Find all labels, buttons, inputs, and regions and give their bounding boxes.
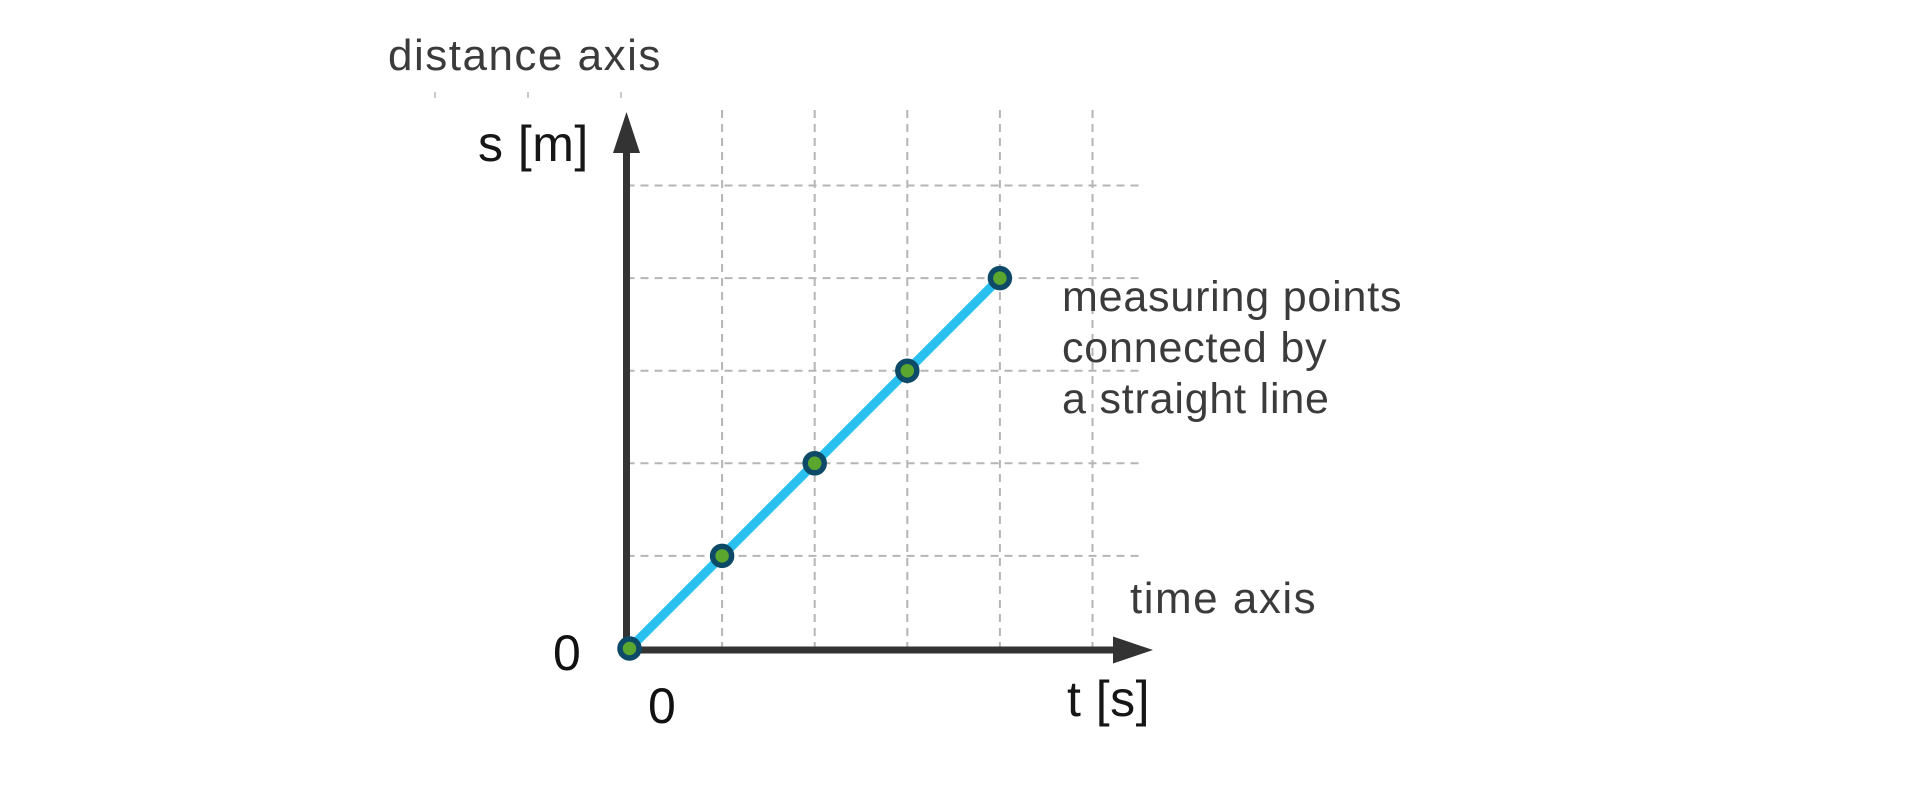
axes bbox=[613, 112, 1153, 664]
y-axis-unit-label: s [m] bbox=[478, 116, 589, 172]
annotation-line: a straight line bbox=[1062, 375, 1330, 423]
measuring-point bbox=[802, 451, 827, 476]
gridline-remnants bbox=[434, 92, 622, 98]
measuring-point bbox=[987, 265, 1013, 291]
x-axis-name-label: time axis bbox=[1130, 574, 1318, 623]
origin-zero-y-label: 0 bbox=[553, 625, 581, 681]
y-axis-arrowhead bbox=[613, 112, 640, 153]
x-axis-unit-label: t [s] bbox=[1067, 671, 1151, 727]
data-series bbox=[617, 265, 1013, 661]
annotation-line: measuring points bbox=[1062, 273, 1403, 321]
measuring-point bbox=[709, 543, 735, 569]
measuring-point bbox=[895, 358, 920, 383]
measuring-point bbox=[617, 636, 642, 661]
annotation-line: connected by bbox=[1062, 324, 1328, 372]
annotation: measuring points connected by a straight… bbox=[1062, 272, 1402, 425]
x-axis-arrowhead bbox=[1113, 636, 1153, 664]
origin-zero-x-label: 0 bbox=[648, 678, 676, 734]
y-axis-name-label: distance axis bbox=[388, 31, 662, 80]
